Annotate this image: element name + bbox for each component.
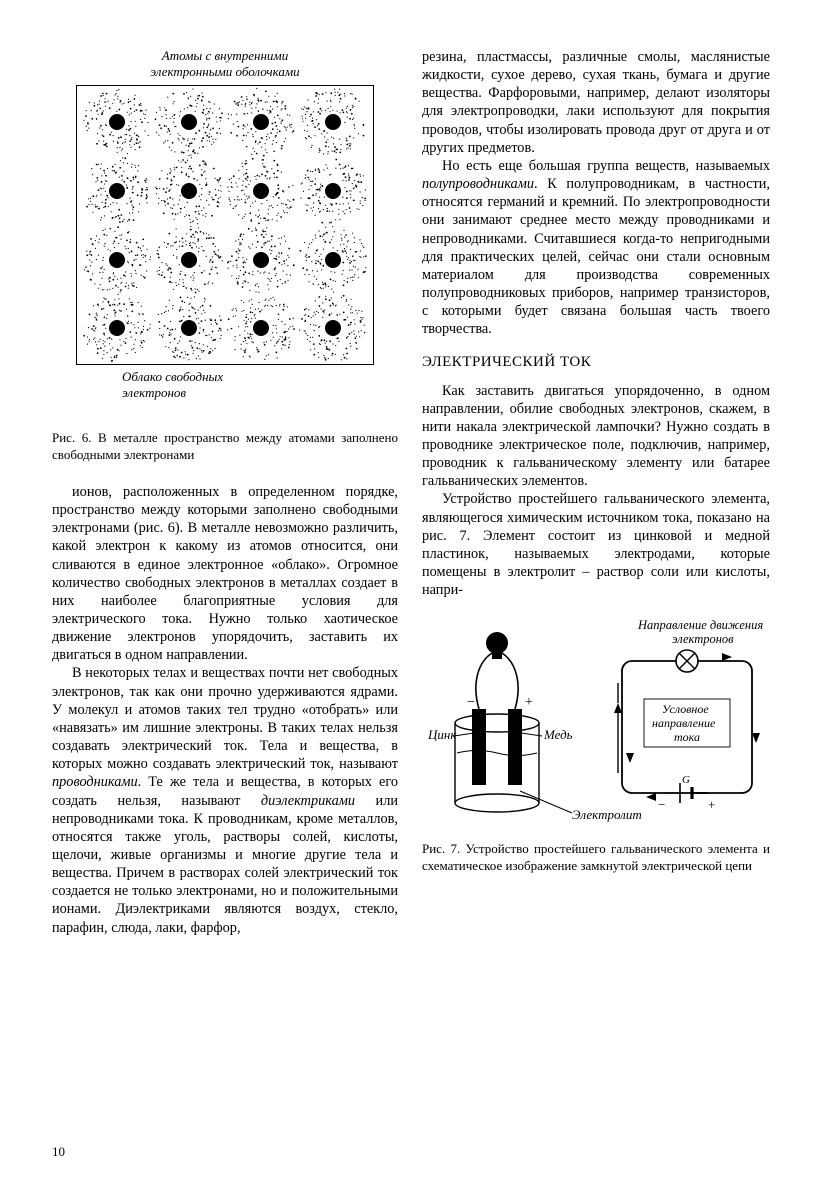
two-column-layout: Атомы с внутренними электронными оболочк… (52, 48, 770, 1138)
p2-part-c: или непроводниками тока. К проводникам, … (52, 793, 398, 936)
right-paragraph-1: резина, пластмассы, различные смолы, мас… (422, 48, 770, 157)
figure-7-caption: Рис. 7. Устройство простейшего гальванич… (422, 841, 770, 874)
p2-part-a: В некоторых телах и веществах почти нет … (52, 665, 398, 772)
figure-6: Атомы с внутренними электронными оболочк… (52, 48, 398, 400)
label-electron-dir-l2: электронов (672, 632, 734, 646)
rp2-b: . К полупроводникам, в частности, относя… (422, 176, 770, 337)
left-column: Атомы с внутренними электронными оболочк… (52, 48, 398, 1138)
label-copper: Медь (543, 727, 573, 742)
figure-6-top-label: Атомы с внутренними электронными оболочк… (52, 48, 398, 79)
figure-6-bottom-label: Облако свободных электронов (122, 369, 398, 400)
fig6-top-l1: Атомы с внутренними (162, 48, 288, 63)
fig6-bot-l1: Облако свободных (122, 369, 223, 384)
left-paragraph-1: ионов, расположенных в определенном поря… (52, 483, 398, 665)
label-electrolyte: Электролит (572, 807, 642, 822)
figure-7: − + Цинк (422, 613, 770, 874)
label-conv-dir-l2: направление (652, 716, 716, 730)
page: Атомы с внутренними электронными оболочк… (0, 0, 820, 1200)
right-paragraph-3: Как заставить двигаться упорядоченно, в … (422, 382, 770, 491)
label-conv-dir-l3: тока (674, 730, 700, 744)
page-number: 10 (52, 1144, 770, 1160)
svg-text:−: − (467, 695, 475, 710)
fig6-bot-l2: электронов (122, 385, 186, 400)
right-paragraph-4: Устройство простейшего гальванического э… (422, 490, 770, 599)
section-title-electric-current: ЭЛЕКТРИЧЕСКИЙ ТОК (422, 353, 770, 372)
left-paragraph-2: В некоторых телах и веществах почти нет … (52, 664, 398, 936)
svg-text:+: + (708, 797, 715, 812)
label-battery: G (682, 774, 690, 786)
right-paragraph-2: Но есть еще большая группа веществ, назы… (422, 157, 770, 339)
svg-text:−: − (658, 797, 665, 812)
label-conv-dir-l1: Условное (662, 702, 709, 716)
figure-7-diagram: − + Цинк (422, 613, 770, 833)
fig6-top-l2: электронными оболочками (150, 64, 299, 79)
svg-text:+: + (525, 695, 533, 710)
galvanic-cell-icon: − + (455, 632, 572, 813)
figure-6-diagram (76, 85, 374, 365)
figure-6-caption: Рис. 6. В металле пространство между ато… (52, 430, 398, 463)
right-column: резина, пластмассы, различные смолы, мас… (422, 48, 770, 1138)
label-zinc: Цинк (427, 727, 457, 742)
term-semiconductors: полупроводниками (422, 176, 534, 192)
label-electron-dir-l1: Направление движения (637, 618, 763, 632)
rp2-a: Но есть еще большая группа веществ, назы… (442, 158, 770, 174)
term-conductors: проводниками (52, 774, 138, 790)
term-dielectrics: диэлектриками (261, 793, 355, 809)
